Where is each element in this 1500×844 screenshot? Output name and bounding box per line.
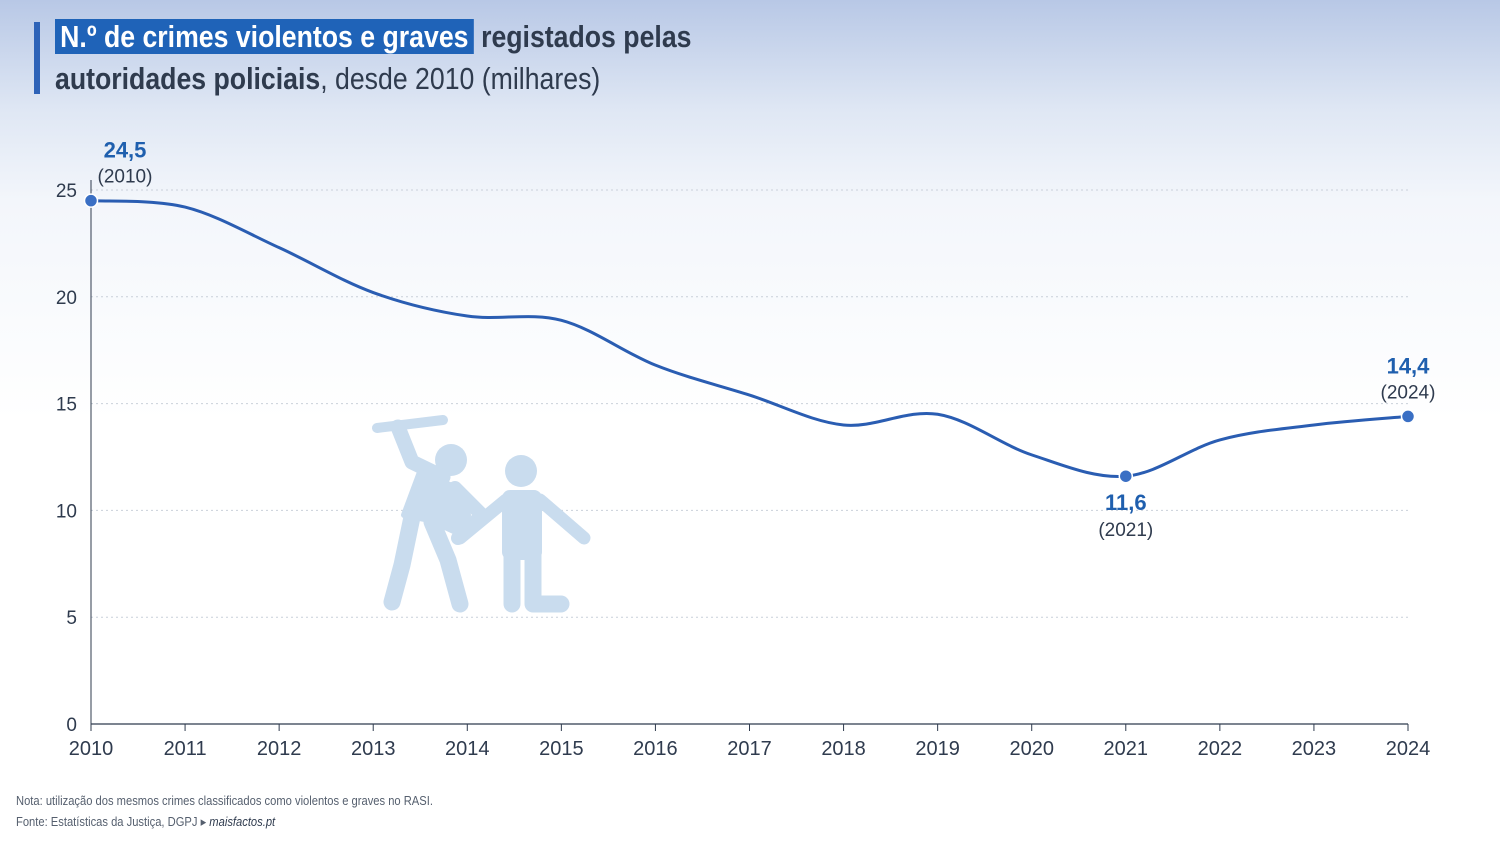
y-tick-label: 20: [56, 288, 77, 309]
x-tick-label: 2016: [633, 738, 678, 760]
x-tick-label: 2019: [915, 738, 960, 760]
chart-title: N.º de crimes violentos e graves regista…: [55, 16, 691, 100]
footer-source-line: Fonte: Estatísticas da Justiça, DGPJ ▸ m…: [16, 811, 433, 832]
x-tick-label: 2010: [69, 738, 114, 760]
footer-source: Fonte: Estatísticas da Justiça, DGPJ: [16, 814, 198, 829]
y-tick-label: 0: [66, 715, 77, 736]
y-tick-label: 10: [56, 501, 77, 522]
data-year-label: (2024): [1381, 382, 1436, 403]
x-tick-label: 2023: [1292, 738, 1337, 760]
data-point-marker: [1400, 409, 1416, 424]
series-path: [90, 199, 1409, 479]
x-tick-label: 2022: [1198, 738, 1243, 760]
title-accent-bar: [34, 22, 40, 94]
title-part-2: autoridades policiais: [55, 61, 321, 96]
x-tick-label: 2013: [351, 738, 396, 760]
gridlines: [91, 189, 1408, 618]
x-tick-label: 2011: [164, 738, 207, 760]
data-value-label: 11,6: [1105, 490, 1147, 515]
violence-pictogram-icon: [372, 415, 591, 613]
footer-note: Nota: utilização dos mesmos crimes class…: [16, 793, 433, 808]
line-chart: 0 5 10 15 20 25 2010 2011 2012 2013 2014 2015 2016 20…: [56, 138, 1436, 760]
title-part-3: , desde 2010 (milhares): [320, 61, 601, 96]
x-tick-label: 2021: [1104, 738, 1149, 760]
axes: 0 5 10 15 20 25 2010 2011 2012 2013 2014 2015 2016 20…: [56, 180, 1430, 760]
data-value-label: 24,5: [104, 138, 147, 163]
y-tick-label: 25: [56, 181, 77, 202]
title-part-1: registados pelas: [473, 19, 692, 54]
footer-brand: maisfactos.pt: [209, 814, 276, 829]
title-highlight: N.º de crimes violentos e graves: [55, 19, 474, 54]
x-tick-label: 2014: [445, 738, 490, 760]
series-line: [90, 199, 1409, 479]
y-tick-label: 5: [66, 608, 77, 629]
footer: Nota: utilização dos mesmos crimes class…: [16, 790, 433, 832]
y-tick-label: 15: [56, 395, 77, 416]
data-point-marker: [83, 193, 99, 208]
annotations: 24,5 (2010) 11,6 (2021) 14,4 (2024): [83, 138, 1436, 541]
data-year-label: (2021): [1098, 520, 1153, 541]
x-tick-label: 2018: [821, 738, 866, 760]
x-tick-label: 2020: [1009, 738, 1054, 760]
x-tick-label: 2024: [1386, 738, 1431, 760]
x-tick-label: 2017: [727, 738, 772, 760]
data-value-label: 14,4: [1387, 353, 1431, 378]
x-tick-label: 2012: [257, 738, 302, 760]
arrow-icon: ▸: [200, 814, 207, 829]
x-tick-label: 2015: [539, 738, 584, 760]
data-point-marker: [1118, 468, 1134, 484]
data-year-label: (2010): [98, 167, 153, 188]
